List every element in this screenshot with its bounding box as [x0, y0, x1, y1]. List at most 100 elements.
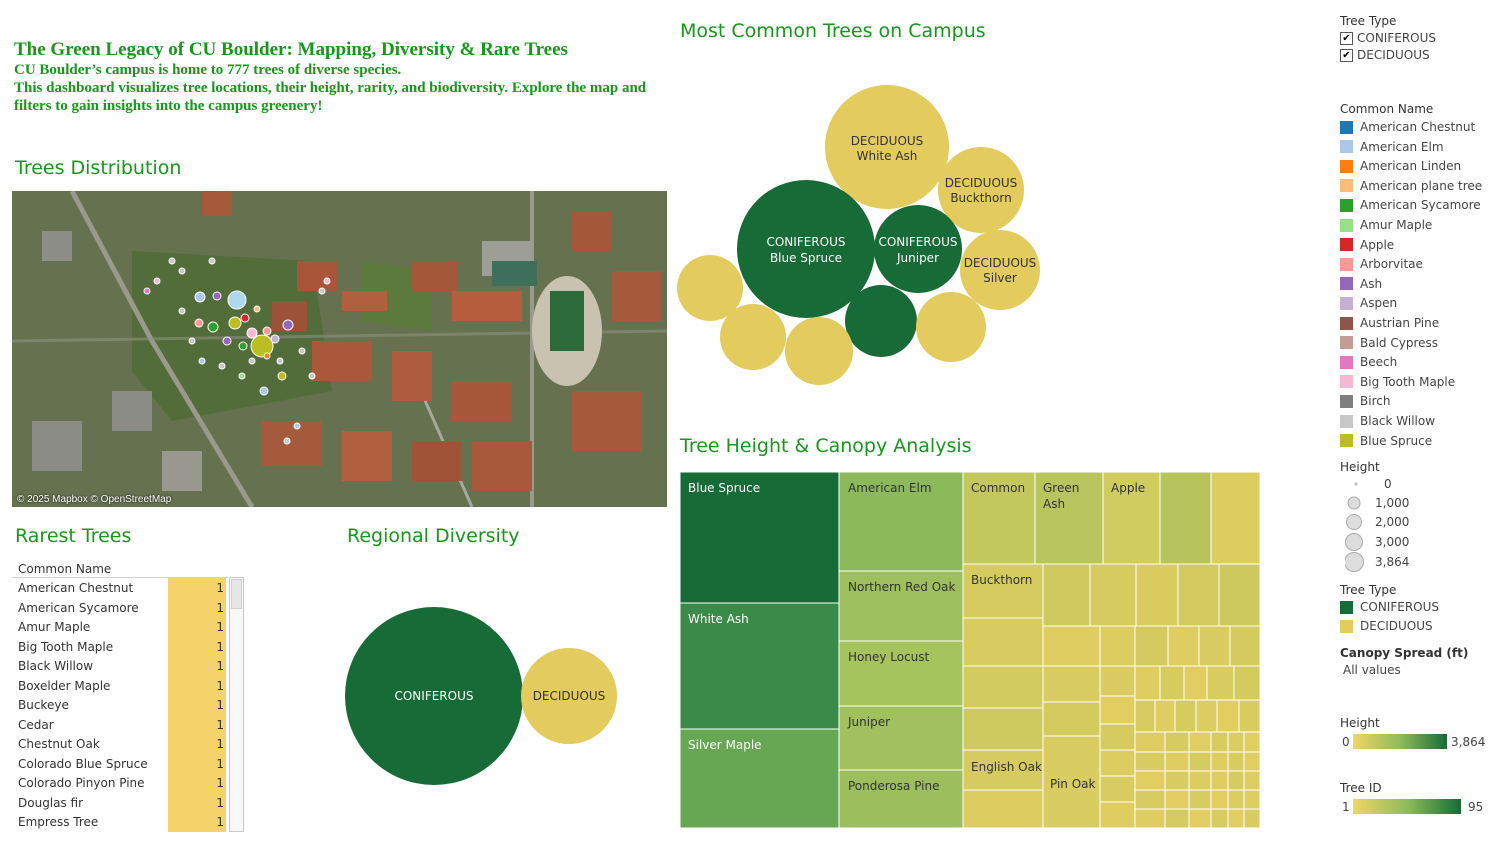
tile-small-53[interactable]	[1227, 789, 1245, 810]
bubble-deciduous-small-2[interactable]	[677, 255, 743, 321]
checkbox-checked-icon[interactable]: ✔	[1340, 48, 1353, 62]
tile-white-ash[interactable]	[679, 602, 840, 730]
table-row[interactable]: Colorado Blue Spruce 1	[12, 753, 228, 773]
table-row[interactable]: Black Willow 1	[12, 656, 228, 676]
common-name-legend-item[interactable]: American plane tree	[1340, 177, 1482, 195]
common-name-legend-item[interactable]: American Elm	[1340, 138, 1444, 156]
bubble-coniferous-small[interactable]	[845, 285, 917, 357]
tile-small-5[interactable]	[1218, 563, 1261, 627]
table-row[interactable]: Empress Tree 1	[12, 812, 228, 832]
tile-unlabeled-5[interactable]	[962, 707, 1044, 751]
tile-small-7[interactable]	[1042, 665, 1101, 703]
tile-small-47[interactable]	[1227, 770, 1245, 791]
tile-small-30[interactable]	[1238, 699, 1261, 733]
common-name-legend-item[interactable]: Ash	[1340, 275, 1382, 293]
tile-small-59[interactable]	[1227, 808, 1245, 829]
trees-distribution-map[interactable]: © 2025 Mapbox © OpenStreetMap	[12, 191, 667, 507]
tile-unlabeled-3[interactable]	[962, 617, 1044, 667]
tile-small-11[interactable]	[1167, 625, 1200, 667]
tile-small-12[interactable]	[1198, 625, 1231, 667]
table-row[interactable]: Boxelder Maple 1	[12, 675, 228, 695]
tile-small-26[interactable]	[1154, 699, 1176, 733]
bubble-juniper[interactable]	[874, 205, 962, 293]
tile-small-24[interactable]	[1233, 665, 1261, 701]
tile-pin-oak[interactable]	[1042, 735, 1101, 829]
common-name-legend-item[interactable]: Blue Spruce	[1340, 432, 1432, 450]
tile-small-56[interactable]	[1164, 808, 1190, 829]
tile-small-60[interactable]	[1243, 808, 1261, 829]
table-row[interactable]: American Sycamore 1	[12, 597, 228, 617]
tile-small-2[interactable]	[1089, 563, 1137, 627]
type-deciduous-item[interactable]: DECIDUOUS	[1340, 617, 1433, 635]
tile-small-23[interactable]	[1206, 665, 1235, 701]
coniferous-bubble[interactable]	[345, 607, 523, 785]
filter-deciduous[interactable]: ✔ DECIDUOUS	[1340, 46, 1430, 64]
table-row[interactable]: Amur Maple 1	[12, 617, 228, 637]
tile-small-31[interactable]	[1134, 731, 1166, 753]
tile-juniper[interactable]	[838, 705, 964, 771]
tile-northern-red-oak[interactable]	[838, 570, 964, 642]
tile-small-3[interactable]	[1135, 563, 1179, 627]
tile-small-28[interactable]	[1195, 699, 1218, 733]
tile-small-10[interactable]	[1134, 625, 1169, 667]
table-row[interactable]: Cedar 1	[12, 714, 228, 734]
bubble-deciduous-small-3[interactable]	[720, 304, 786, 370]
tile-small-8[interactable]	[1042, 701, 1101, 737]
common-name-legend-item[interactable]: Austrian Pine	[1340, 314, 1439, 332]
table-row[interactable]: Douglas fir 1	[12, 792, 228, 812]
tile-small-49[interactable]	[1134, 789, 1166, 810]
common-name-legend-item[interactable]: Beech	[1340, 353, 1397, 371]
common-name-legend-item[interactable]: Arborvitae	[1340, 255, 1423, 273]
tile-small-38[interactable]	[1164, 751, 1190, 772]
rarest-table-scrollbar[interactable]	[229, 577, 244, 832]
tile-small-41[interactable]	[1227, 751, 1245, 772]
tile-green-ash[interactable]	[1034, 471, 1104, 565]
bubble-deciduous-small-4[interactable]	[785, 317, 853, 385]
tile-small-51[interactable]	[1188, 789, 1212, 810]
tile-small-13[interactable]	[1229, 625, 1261, 667]
common-name-legend-item[interactable]: American Linden	[1340, 157, 1461, 175]
tile-small-58[interactable]	[1210, 808, 1229, 829]
scrollbar-thumb[interactable]	[231, 579, 242, 609]
tile-small-21[interactable]	[1159, 665, 1185, 701]
rarest-trees-table[interactable]: American Chestnut 1 American Sycamore 1 Amur…	[12, 577, 228, 832]
tile-small-55[interactable]	[1134, 808, 1166, 829]
tile-small-1[interactable]	[1042, 563, 1091, 627]
tile-unlabeled-2[interactable]	[1210, 471, 1261, 565]
table-row[interactable]: Chestnut Oak 1	[12, 734, 228, 754]
tile-unlabeled-4[interactable]	[962, 665, 1044, 709]
tile-small-6[interactable]	[1042, 625, 1101, 667]
bubble-white-ash[interactable]	[825, 85, 949, 209]
type-coniferous-item[interactable]: CONIFEROUS	[1340, 598, 1439, 616]
tile-small-16[interactable]	[1099, 723, 1136, 751]
filter-coniferous[interactable]: ✔ CONIFEROUS	[1340, 29, 1436, 47]
tile-small-18[interactable]	[1099, 775, 1136, 803]
checkbox-checked-icon[interactable]: ✔	[1340, 31, 1353, 45]
tile-small-14[interactable]	[1099, 665, 1136, 697]
common-name-legend-item[interactable]: American Sycamore	[1340, 196, 1481, 214]
tile-small-34[interactable]	[1210, 731, 1229, 753]
tile-small-43[interactable]	[1134, 770, 1166, 791]
tile-english-oak[interactable]	[962, 749, 1044, 791]
tile-small-40[interactable]	[1210, 751, 1229, 772]
common-name-legend-item[interactable]: Black Willow	[1340, 412, 1435, 430]
bubble-deciduous-small-1[interactable]	[916, 292, 986, 362]
tile-small-19[interactable]	[1099, 801, 1136, 829]
tile-small-36[interactable]	[1243, 731, 1261, 753]
tile-small-20[interactable]	[1134, 665, 1161, 701]
tile-small-50[interactable]	[1164, 789, 1190, 810]
tile-buckthorn[interactable]	[962, 563, 1044, 619]
tile-unlabeled-1[interactable]	[1159, 471, 1212, 565]
table-row[interactable]: Buckeye 1	[12, 695, 228, 715]
common-name-legend-item[interactable]: American Chestnut	[1340, 118, 1475, 136]
bubble-buckthorn[interactable]	[938, 147, 1024, 233]
tile-small-15[interactable]	[1099, 695, 1136, 725]
deciduous-bubble[interactable]	[521, 648, 617, 744]
tile-small-32[interactable]	[1164, 731, 1190, 753]
common-name-legend-item[interactable]: Bald Cypress	[1340, 334, 1438, 352]
tile-small-9[interactable]	[1099, 625, 1136, 667]
tile-small-33[interactable]	[1188, 731, 1212, 753]
common-name-legend-item[interactable]: Aspen	[1340, 294, 1397, 312]
common-name-legend-item[interactable]: Big Tooth Maple	[1340, 373, 1455, 391]
tile-small-37[interactable]	[1134, 751, 1166, 772]
